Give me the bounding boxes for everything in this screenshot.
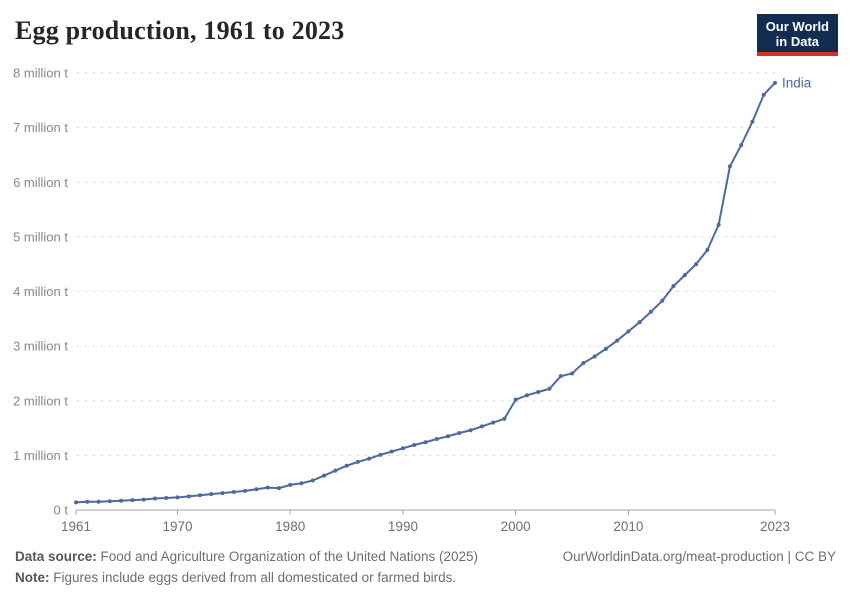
data-point-marker <box>434 436 439 441</box>
y-tick-label: 4 million t <box>13 284 68 299</box>
x-tick-label: 1970 <box>162 519 192 534</box>
y-tick-label: 8 million t <box>13 66 68 81</box>
data-point-marker <box>626 329 631 334</box>
data-point-marker <box>322 473 327 478</box>
y-tick-label: 6 million t <box>13 175 68 190</box>
data-point-marker <box>231 489 236 494</box>
data-point-marker <box>660 298 665 303</box>
page-title: Egg production, 1961 to 2023 <box>15 16 345 45</box>
citation-link[interactable]: OurWorldinData.org/meat-production | CC … <box>562 549 836 564</box>
data-point-marker <box>400 446 405 451</box>
data-point-marker <box>299 481 304 486</box>
data-point-marker <box>333 468 338 473</box>
data-point-marker <box>310 478 315 483</box>
data-point-marker <box>164 495 169 500</box>
data-point-marker <box>119 498 124 503</box>
line-chart-canvas: 0 t 1 million t 2 million t 3 million t 4 mi… <box>13 66 812 535</box>
data-source-label: Data source: <box>15 549 97 564</box>
data-point-marker <box>558 374 563 379</box>
y-tick-label: 0 t <box>54 503 69 518</box>
data-point-marker <box>761 92 766 97</box>
data-point-marker <box>344 463 349 468</box>
data-point-marker <box>446 434 451 439</box>
owid-logo-line1: Our World <box>765 19 829 34</box>
data-point-marker <box>581 361 586 366</box>
data-point-marker <box>694 262 699 267</box>
data-point-marker <box>513 397 518 402</box>
data-point-marker <box>74 500 78 505</box>
owid-logo: Our World in Data <box>756 14 838 56</box>
data-point-marker <box>96 499 101 504</box>
data-point-marker <box>265 485 270 490</box>
x-tick-label: 1980 <box>275 519 305 534</box>
data-point-marker <box>457 430 462 435</box>
data-point-marker <box>468 428 473 433</box>
data-point-marker <box>615 338 620 343</box>
data-point-marker <box>705 247 710 252</box>
note-label: Note: <box>15 570 50 585</box>
data-point-marker <box>186 494 191 499</box>
data-point-marker <box>682 273 687 278</box>
data-point-marker <box>412 442 417 447</box>
data-point-marker <box>750 119 755 124</box>
data-point-marker <box>502 416 507 421</box>
x-tick-label: 1990 <box>388 519 418 534</box>
data-point-marker <box>288 482 293 487</box>
x-tick-label: 2023 <box>760 519 790 534</box>
y-tick-label: 7 million t <box>13 120 68 135</box>
data-point-marker <box>243 488 248 493</box>
data-point-marker <box>739 143 744 148</box>
y-tick-label: 5 million t <box>13 229 68 244</box>
data-point-marker <box>107 499 112 504</box>
data-point-marker <box>209 492 214 497</box>
data-point-marker <box>479 424 484 429</box>
data-point-marker <box>671 284 676 289</box>
data-point-marker <box>276 486 281 491</box>
data-point-marker <box>141 497 146 502</box>
data-point-marker <box>220 491 225 496</box>
data-point-marker <box>198 493 203 498</box>
note-value: Figures include eggs derived from all do… <box>49 570 457 585</box>
data-point-marker <box>254 487 259 492</box>
data-point-marker <box>423 440 428 445</box>
y-tick-label: 3 million t <box>13 339 68 354</box>
data-point-marker <box>648 309 653 314</box>
data-point-marker <box>355 459 360 464</box>
data-point-marker <box>592 354 597 359</box>
data-point-marker <box>716 222 721 227</box>
data-point-marker <box>85 499 90 504</box>
footer-source-row: Data source: Food and Agriculture Organi… <box>15 546 836 567</box>
x-tick-label: 2000 <box>501 519 531 534</box>
data-point-marker <box>547 386 552 391</box>
data-point-marker <box>536 390 541 395</box>
data-point-marker <box>130 498 135 503</box>
data-source-text: Data source: Food and Agriculture Organi… <box>15 546 478 567</box>
data-point-marker <box>389 449 394 454</box>
data-point-marker <box>175 495 180 500</box>
data-point-marker <box>378 452 383 457</box>
data-point-marker <box>727 164 732 169</box>
y-tick-label: 2 million t <box>13 393 68 408</box>
x-tick-label: 1961 <box>61 519 91 534</box>
data-point-marker <box>570 371 575 376</box>
chart-footer: Data source: Food and Agriculture Organi… <box>15 546 836 588</box>
data-source-value: Food and Agriculture Organization of the… <box>96 549 479 564</box>
data-point-marker <box>367 456 372 461</box>
owid-logo-line2: in Data <box>775 34 820 49</box>
data-point-marker <box>491 420 496 425</box>
footer-note-row: Note: Figures include eggs derived from … <box>15 567 836 588</box>
y-tick-label: 1 million t <box>13 448 68 463</box>
data-point-marker <box>773 80 777 85</box>
data-point-marker <box>637 320 642 325</box>
data-point-marker <box>152 496 157 501</box>
entity-label: India <box>782 75 812 90</box>
x-tick-label: 2010 <box>613 519 643 534</box>
data-point-marker <box>524 393 529 398</box>
series-line <box>75 81 776 504</box>
data-point-marker <box>603 346 608 351</box>
